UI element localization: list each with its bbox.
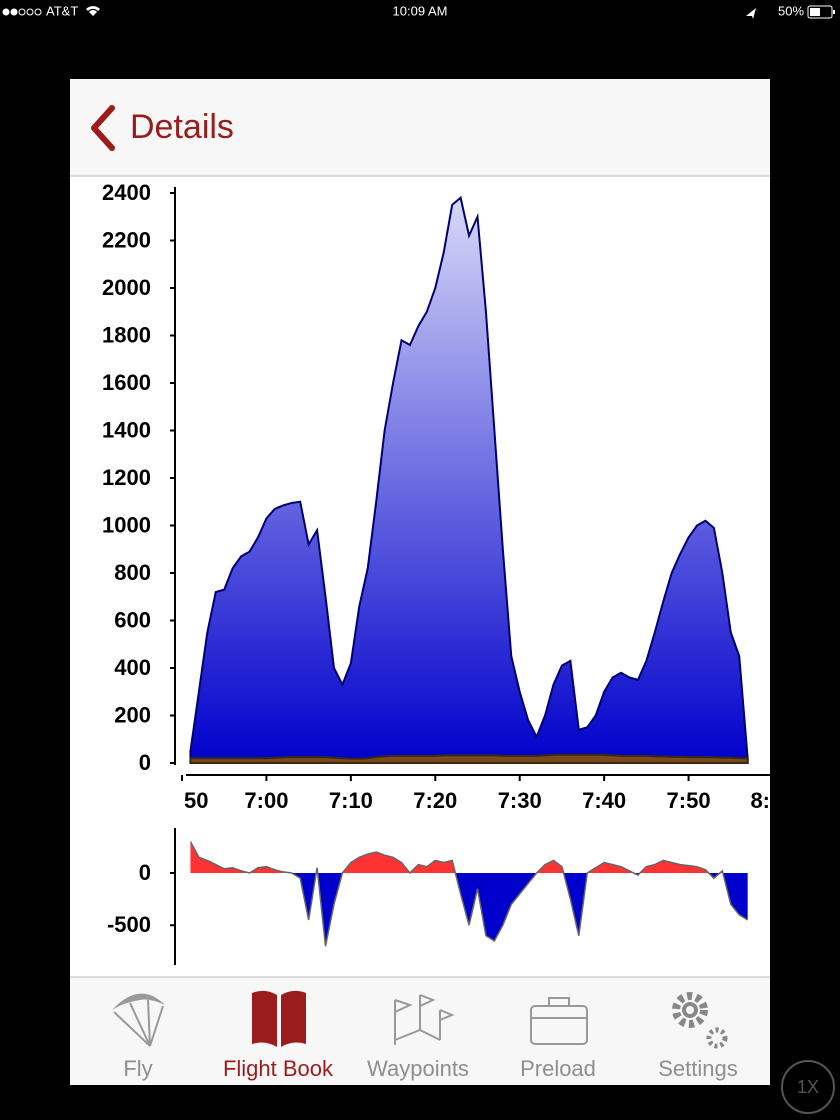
nav-title[interactable]: Details xyxy=(130,108,234,146)
y-tick-label: 2200 xyxy=(102,227,151,252)
tab-label[interactable]: Flight Book xyxy=(223,1056,334,1081)
climb-area xyxy=(190,841,748,873)
y-tick-label: 800 xyxy=(114,560,151,585)
nav-bar xyxy=(70,79,770,176)
y-tick-label: 600 xyxy=(114,607,151,632)
tab-label[interactable]: Settings xyxy=(658,1056,738,1081)
clock: 10:09 AM xyxy=(393,3,448,18)
battery-level: 50% xyxy=(778,3,804,18)
x-tick-label: 8: xyxy=(750,788,770,813)
tab-icons xyxy=(112,990,728,1049)
y-tick-label: 1400 xyxy=(102,417,151,442)
zoom-label[interactable]: 1X xyxy=(797,1077,819,1097)
charts: 0 200 400 600 800 1000 1200 1400 1600 1800 2000 220… xyxy=(102,180,770,965)
y-tick-label: 1000 xyxy=(102,512,151,537)
y-tick-label: 400 xyxy=(114,655,151,680)
altitude-area xyxy=(189,195,749,764)
y-tick-label: 1800 xyxy=(102,322,151,347)
y-tick-label: 1600 xyxy=(102,370,151,395)
x-tick-label: 7:10 xyxy=(329,788,373,813)
tab-label[interactable]: Waypoints xyxy=(367,1056,469,1081)
back-chevron[interactable] xyxy=(91,105,115,151)
ground-area xyxy=(189,753,749,764)
y-tick-label: 0 xyxy=(139,750,151,775)
x-tick-label: 7:30 xyxy=(498,788,542,813)
y-tick-label: 2000 xyxy=(102,275,151,300)
tab-label[interactable]: Preload xyxy=(520,1056,596,1081)
carrier: AT&T xyxy=(46,3,78,18)
y-tick-label: 2400 xyxy=(102,180,151,205)
y-tick-label: -500 xyxy=(107,912,151,937)
tab-labels: Fly Flight Book Waypoints Preload Settings xyxy=(123,1056,737,1081)
tab-label[interactable]: Fly xyxy=(123,1056,152,1081)
sink-area xyxy=(291,872,748,947)
x-tick-label: 7:20 xyxy=(413,788,457,813)
vario-line xyxy=(189,841,749,947)
status-bar: AT&T 10:09 AM 50% xyxy=(2,3,835,19)
y-tick-label: 200 xyxy=(114,702,151,727)
zoom-button[interactable] xyxy=(781,1060,835,1114)
x-tick-label: 7:40 xyxy=(582,788,626,813)
x-tick-label: 7:00 xyxy=(244,788,288,813)
x-tick-label: 50 xyxy=(184,788,208,813)
x-tick-label: 7:50 xyxy=(667,788,711,813)
y-tick-label: 0 xyxy=(139,860,151,885)
y-tick-label: 1200 xyxy=(102,465,151,490)
